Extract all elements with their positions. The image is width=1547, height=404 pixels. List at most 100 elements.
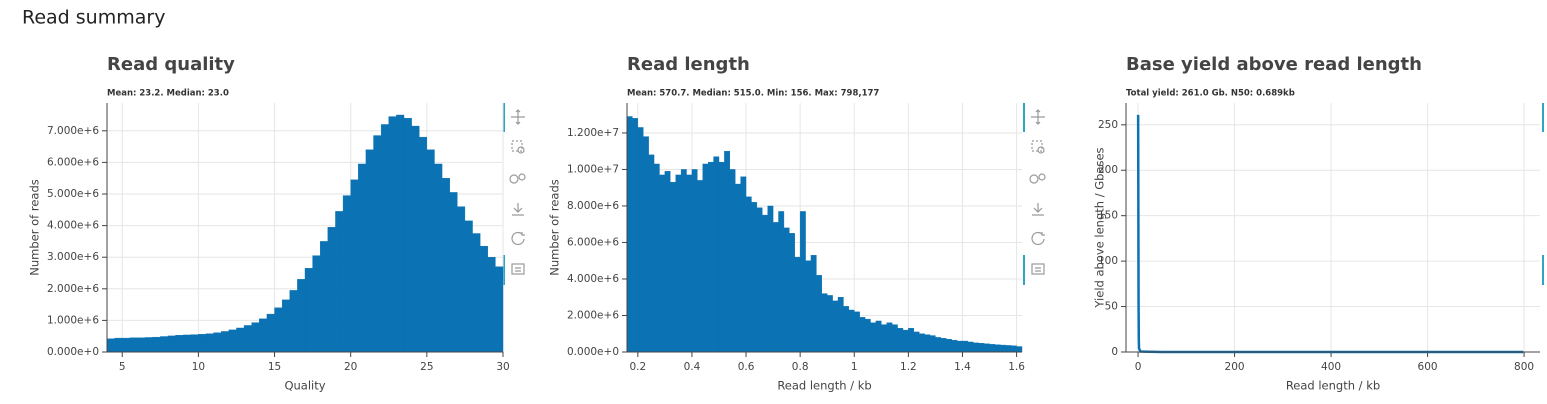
bar [274,307,283,353]
x-axis-label: Read length / kb [777,379,871,393]
bar [335,211,344,353]
bar [144,337,153,353]
bar [648,154,655,353]
x-tick-label: 0.4 [684,361,701,373]
bar [832,300,839,353]
bar [951,339,958,353]
bar [1010,345,1017,353]
bar [182,334,191,353]
chart-subtitle: Total yield: 261.0 Gb. N50: 0.689kb [1126,89,1295,99]
bar [358,163,367,353]
bar [152,336,161,353]
bar [129,337,138,353]
x-tick-label: 0.2 [629,361,646,373]
bar [718,161,725,353]
y-tick-label: 2.000e+6 [47,283,99,295]
bar [643,136,649,353]
bar [426,149,435,353]
bar [236,327,245,353]
bar [740,176,747,353]
bar [160,336,169,353]
bar [312,255,321,353]
bar [924,334,931,353]
bar [713,156,720,353]
bar [767,205,774,353]
bar [175,335,184,353]
page-title: Read summary [22,7,165,29]
bar [778,211,785,353]
x-tick-label: 0.6 [738,361,755,373]
chart-title: Read length [627,54,750,75]
bar [653,163,660,353]
y-tick-label: 100 [1098,255,1118,267]
y-tick-label: 4.000e+6 [47,220,99,232]
bar [864,318,871,353]
bar [751,202,758,353]
bar [1005,345,1012,353]
bar [940,338,947,353]
bar [281,299,290,353]
y-tick-label: 250 [1098,119,1118,131]
toolbar-icons[interactable] [1029,109,1046,275]
bar [472,233,481,353]
bar [114,337,123,353]
bar [289,290,298,353]
bar [675,174,682,353]
x-tick-label: 20 [344,361,357,373]
bar [794,256,801,353]
bar [994,344,1001,353]
bar [419,136,428,353]
toolbar [503,103,1544,285]
bar [365,149,374,353]
bar [213,332,222,353]
y-tick-label: 200 [1098,164,1118,176]
bar [897,328,904,353]
bar [664,171,671,353]
bar [875,320,882,353]
bar [259,318,268,353]
bar [632,118,639,353]
bar [918,333,925,353]
bar [973,342,979,353]
bar [342,195,351,353]
bar [1016,346,1023,353]
y-tick-label: 7.000e+6 [47,125,99,137]
bar [479,245,488,353]
toolbar-icons[interactable] [509,109,526,275]
bar [350,179,359,353]
bar [827,295,833,353]
bar [983,343,990,353]
x-tick-label: 600 [1418,361,1438,373]
bar [946,339,952,353]
x-tick-label: 10 [192,361,205,373]
bar [816,275,822,353]
x-tick-label: 0.8 [792,361,809,373]
bar [691,169,698,353]
bar [908,328,914,353]
bar [680,169,687,353]
bar [745,196,752,353]
bar [886,322,893,353]
chart-subtitle: Mean: 570.7. Median: 515.0. Min: 156. Ma… [627,89,879,99]
bar [881,324,887,353]
bar [789,233,795,353]
x-tick-label: 30 [496,361,509,373]
bar [441,178,450,353]
bar [373,135,382,353]
y-tick-label: 5.000e+6 [47,188,99,200]
bar [659,174,666,353]
bar [198,334,207,353]
bar [810,255,817,353]
bar [697,180,703,353]
bar [707,161,714,353]
bar [843,306,850,353]
bar [1000,344,1006,353]
bar [122,337,131,353]
bar [327,226,336,353]
bar [221,331,230,353]
bar [989,344,996,353]
x-tick-label: 1 [851,361,858,373]
y-tick-label: 50 [1105,301,1118,313]
bar [772,222,779,353]
bar [929,335,936,353]
